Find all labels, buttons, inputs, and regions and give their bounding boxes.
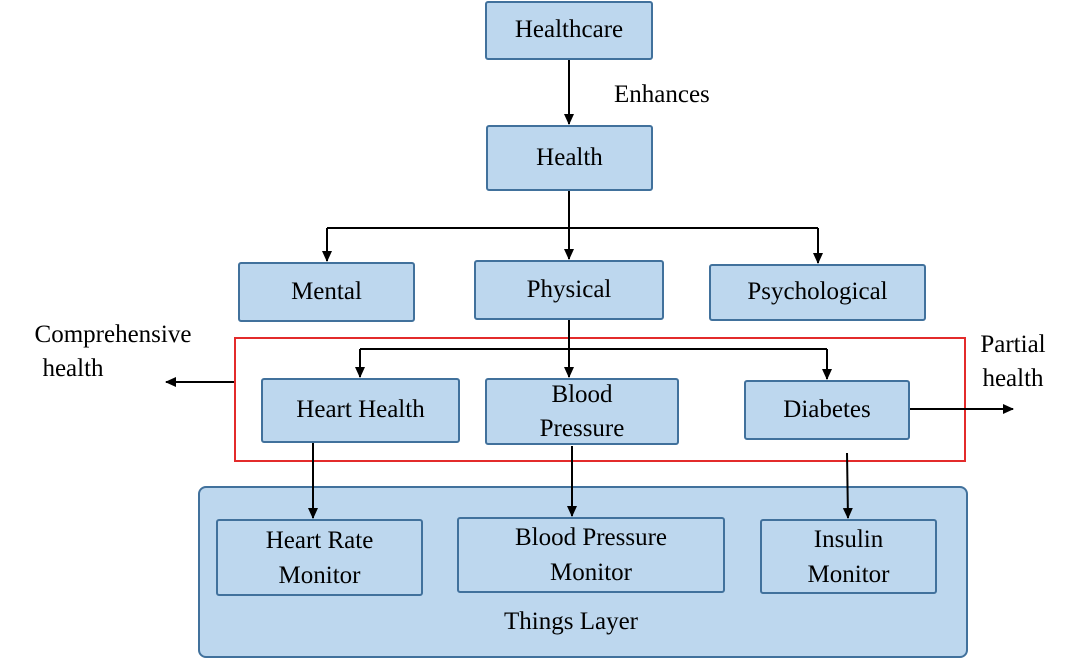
physical-label: Physical: [526, 275, 612, 303]
mental-box: Mental: [238, 262, 415, 322]
comprehensive-health-label: Comprehensive health: [18, 318, 208, 386]
diabetes-label: Diabetes: [783, 395, 871, 423]
condition-group-frame: [234, 337, 966, 462]
heart-health-label: Heart Health: [296, 396, 425, 424]
blood-pressure-monitor-line2: Monitor: [550, 559, 632, 586]
partial-line2: health: [982, 364, 1044, 392]
arrow-diabetes-to-monitor: [842, 452, 853, 519]
enhances-label: Enhances: [614, 81, 710, 108]
insulin-monitor-line2: Monitor: [807, 560, 890, 588]
healthcare-box: Healthcare: [485, 1, 653, 60]
blood-pressure-monitor-box: Blood Pressure Monitor: [457, 517, 725, 593]
psychological-box: Psychological: [709, 264, 926, 321]
insulin-monitor-box: Insulin Monitor: [760, 519, 937, 594]
physical-box: Physical: [474, 260, 664, 320]
healthcare-label: Healthcare: [514, 16, 624, 44]
comprehensive-line1: Comprehensive: [34, 321, 192, 348]
partial-health-label: Partial health: [968, 328, 1058, 396]
heart-rate-monitor-box: Heart Rate Monitor: [216, 519, 423, 596]
diabetes-box: Diabetes: [744, 380, 910, 440]
heart-rate-monitor-line1: Heart Rate: [265, 526, 374, 554]
partial-line1: Partial: [980, 331, 1046, 358]
health-box: Health: [486, 125, 653, 191]
health-label: Health: [536, 143, 603, 171]
comprehensive-line2: health: [42, 354, 104, 382]
psychological-label: Psychological: [747, 278, 888, 306]
blood-pressure-line2: Pressure: [539, 414, 625, 442]
heart-rate-monitor-line2: Monitor: [278, 561, 361, 589]
mental-label: Mental: [291, 277, 362, 305]
blood-pressure-monitor-line1: Blood Pressure: [514, 524, 668, 551]
things-layer-label: Things Layer: [504, 608, 638, 635]
heart-health-box: Heart Health: [261, 378, 460, 443]
insulin-monitor-line1: Insulin: [813, 525, 884, 553]
blood-pressure-box: Blood Pressure: [485, 378, 679, 445]
blood-pressure-line1: Blood: [551, 380, 613, 408]
